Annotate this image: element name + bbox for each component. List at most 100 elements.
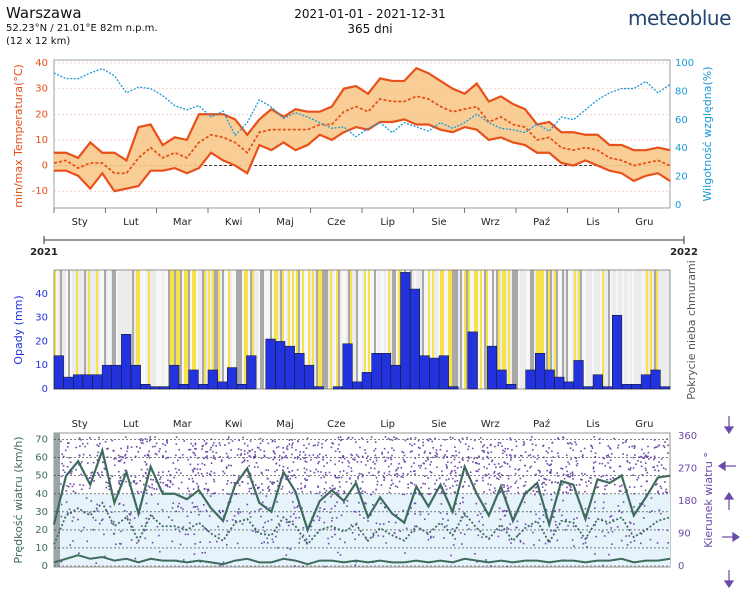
wind-direction-point — [545, 450, 548, 452]
wind-direction-point — [317, 470, 319, 473]
wind-direction-point — [572, 473, 574, 475]
wind-direction-point — [602, 501, 605, 504]
wind-direction-point — [317, 444, 319, 446]
wind-direction-point — [321, 446, 323, 449]
wind-direction-point — [338, 460, 340, 462]
wind-direction-point — [662, 492, 664, 495]
wind-direction-point — [447, 519, 449, 522]
wind-direction-point — [572, 449, 574, 452]
wind-direction-point — [499, 476, 502, 478]
wind-direction-point — [461, 486, 464, 488]
wind-direction-point — [366, 441, 369, 443]
wind-direction-point — [93, 480, 95, 482]
wind-direction-point — [602, 564, 604, 567]
wind-direction-point — [575, 484, 578, 486]
cloud-cover-stripe — [362, 270, 364, 389]
wind-direction-point — [605, 522, 608, 525]
wind-direction-point — [653, 455, 656, 458]
wind-direction-point — [223, 472, 226, 475]
wind-direction-point — [588, 480, 590, 482]
brand-logo: meteoblue — [628, 6, 731, 30]
wind-direction-point — [267, 485, 270, 488]
wind-direction-point — [557, 438, 560, 440]
wind-direction-point — [537, 454, 539, 457]
cloud-cover-stripe — [508, 270, 510, 389]
cloud-cover-stripe — [592, 270, 594, 389]
precipitation-bar — [390, 364, 401, 390]
wind-direction-point — [302, 527, 305, 529]
cloud-cover-stripe — [474, 270, 476, 389]
wind-direction-point — [523, 442, 526, 445]
wind-direction-point — [529, 439, 532, 441]
wind-direction-point — [191, 477, 194, 480]
wind-direction-point — [496, 477, 498, 480]
wind-direction-point — [129, 513, 132, 516]
cloud-cover-stripe — [312, 270, 314, 389]
wind-direction-point — [228, 457, 230, 460]
wind-direction-point — [375, 456, 378, 459]
cloud-cover-stripe — [516, 270, 518, 389]
wind-direction-point — [244, 459, 246, 462]
wind-direction-point — [339, 470, 341, 473]
wind-direction-point — [429, 537, 432, 539]
wind-direction-point — [189, 456, 192, 459]
wind-direction-point — [145, 522, 147, 525]
wind-direction-point — [582, 542, 585, 545]
precipitation-bar — [332, 386, 343, 390]
cloud-cover-stripe — [260, 270, 262, 389]
wind-direction-point — [445, 464, 448, 466]
wind-direction-point — [449, 436, 452, 439]
wind-direction-point — [424, 482, 426, 485]
wind-direction-point — [62, 465, 65, 467]
wind-direction-point — [272, 481, 274, 484]
wind-direction-point — [509, 485, 512, 488]
wind-direction-point — [287, 521, 290, 523]
cloud-cover-stripe — [142, 270, 144, 389]
wind-direction-point — [251, 448, 254, 451]
wind-direction-point — [501, 465, 503, 468]
wind-direction-point — [444, 438, 446, 441]
wind-direction-point — [516, 520, 519, 523]
wind-direction-point — [451, 470, 453, 472]
wind-direction-point — [334, 475, 336, 478]
wind-direction-point — [243, 457, 245, 459]
wind-direction-point — [222, 489, 224, 491]
cloud-cover-stripe — [518, 270, 520, 389]
wind-direction-point — [66, 465, 69, 468]
wind-direction-point — [126, 447, 129, 450]
wind-direction-point — [454, 446, 456, 448]
wind-direction-point — [109, 505, 112, 508]
wind-direction-point — [490, 443, 492, 446]
wind-direction-point — [354, 480, 357, 482]
wind-direction-point — [318, 453, 321, 456]
wind-direction-point — [289, 477, 292, 480]
wind-direction-point — [372, 474, 374, 477]
wind-direction-point — [374, 454, 377, 457]
cloud-cover-stripe — [326, 270, 328, 389]
wind-direction-point — [335, 476, 337, 479]
wind-direction-point — [67, 485, 70, 488]
cloud-cover-stripe — [54, 270, 56, 389]
wind-direction-point — [629, 521, 631, 523]
wind-direction-point — [90, 500, 93, 502]
wind-direction-point — [376, 480, 379, 483]
wind-direction-point — [507, 528, 510, 530]
precipitation-bar — [198, 383, 209, 390]
cloud-cover-stripe — [152, 270, 154, 389]
wind-direction-point — [248, 455, 251, 457]
wind-direction-point — [262, 501, 264, 504]
wind-direction-point — [79, 462, 82, 465]
wind-direction-point — [348, 436, 350, 439]
wind-direction-point — [230, 449, 233, 451]
wind-direction-point — [423, 452, 426, 454]
wind-direction-point — [436, 466, 438, 469]
wind-direction-point — [648, 458, 650, 460]
wind-direction-point — [396, 473, 399, 475]
wind-direction-point — [372, 536, 374, 538]
wind-direction-point — [276, 469, 278, 471]
wind-direction-point — [131, 526, 134, 528]
wind-direction-point — [355, 441, 357, 443]
wind-direction-point — [660, 464, 663, 466]
wind-direction-point — [529, 510, 532, 513]
wind-direction-point — [193, 553, 196, 555]
